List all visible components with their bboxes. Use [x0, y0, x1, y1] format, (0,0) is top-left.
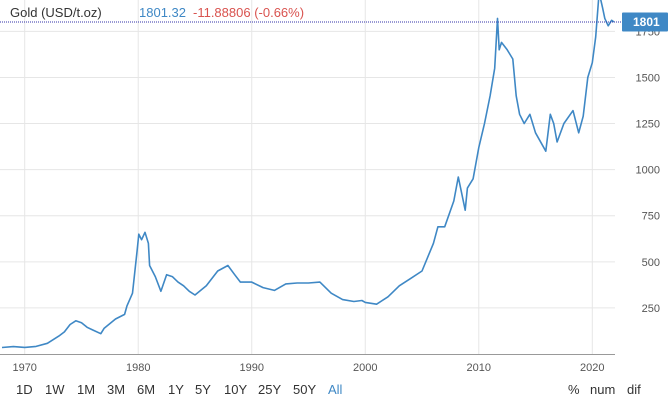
num-option-button[interactable]: num — [590, 382, 616, 397]
gold-price-line — [1, 0, 615, 349]
y-tick-label: 250 — [642, 303, 660, 315]
range-button-3m[interactable]: 3M — [107, 382, 126, 397]
grid-lines — [0, 0, 615, 354]
last-price-badge: 1801 — [622, 12, 668, 32]
range-button-5y[interactable]: 5Y — [195, 382, 211, 397]
y-tick-label: 500 — [642, 257, 660, 269]
x-tick-label: 1970 — [12, 362, 36, 374]
price-change: -11.88806 (-0.66%) — [193, 5, 305, 20]
percent-option-button[interactable]: % — [568, 382, 580, 397]
y-tick-label: 1250 — [636, 119, 660, 131]
range-button-50y[interactable]: 50Y — [293, 382, 317, 397]
x-tick-label: 1990 — [239, 362, 263, 374]
range-button-25y[interactable]: 25Y — [258, 382, 282, 397]
x-tick-label: 1980 — [126, 362, 150, 374]
x-tick-label: 2010 — [467, 362, 491, 374]
range-button-1d[interactable]: 1D — [16, 382, 33, 397]
last-price-badge-box — [622, 12, 668, 32]
range-button-6m[interactable]: 6M — [137, 382, 156, 397]
range-button-1y[interactable]: 1Y — [168, 382, 184, 397]
y-tick-label: 750 — [642, 211, 660, 223]
range-button-1m[interactable]: 1M — [77, 382, 96, 397]
y-tick-label: 1000 — [636, 165, 660, 177]
range-button-all[interactable]: All — [328, 382, 343, 397]
x-axis-ticks: 1970 1980 1990 2000 2010 2020 — [12, 362, 604, 374]
x-tick-label: 2020 — [580, 362, 604, 374]
y-tick-label: 1500 — [636, 72, 660, 84]
instrument-name: Gold (USD/t.oz) — [10, 5, 102, 20]
current-price: 1801.32 — [139, 5, 186, 20]
last-price-badge-text: 1801 — [633, 15, 660, 29]
dif-option-button[interactable]: dif — [627, 382, 641, 397]
range-button-10y[interactable]: 10Y — [224, 382, 248, 397]
x-tick-label: 2000 — [353, 362, 377, 374]
range-button-1w[interactable]: 1W — [45, 382, 65, 397]
